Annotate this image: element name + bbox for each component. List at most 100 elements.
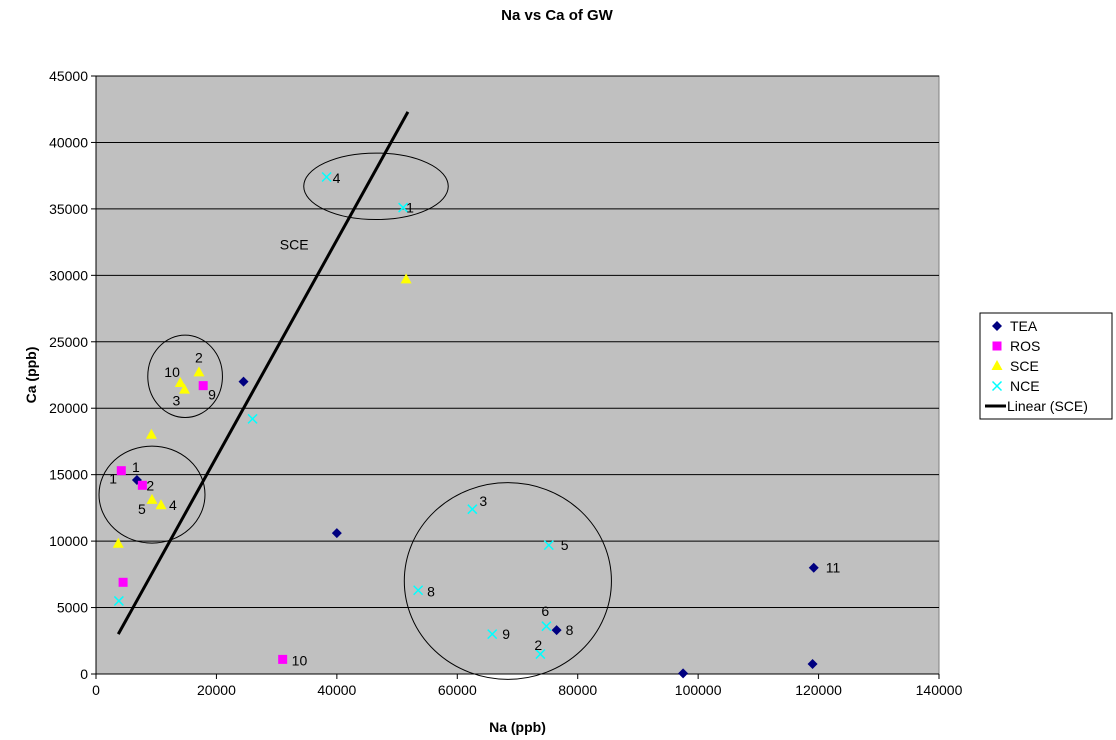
point-label: 2: [534, 637, 542, 653]
axes: [91, 75, 940, 679]
point-label: 8: [427, 583, 435, 599]
y-axis-title: Ca (ppb): [23, 347, 39, 404]
x-stroke: [247, 413, 258, 424]
ros-point: [118, 577, 128, 587]
x-stroke: [398, 202, 409, 213]
sce-point: [193, 366, 205, 377]
y-tick-label: 25000: [49, 334, 88, 350]
nce-point: [247, 413, 258, 424]
ros-point: [116, 466, 126, 476]
tea-point: [331, 528, 342, 539]
point-label: 10: [292, 652, 308, 668]
x-tick-label: 20000: [197, 682, 236, 698]
point-label: 8: [566, 622, 574, 638]
y-tick-label: 20000: [49, 400, 88, 416]
y-tick-label: 10000: [49, 533, 88, 549]
nce-point: [321, 171, 332, 183]
legend: TEA ROS SCE NCE Linear (SCE): [979, 312, 1113, 420]
x-tick-label: 60000: [438, 682, 477, 698]
x-stroke: [487, 629, 498, 640]
point-label: 4: [169, 497, 177, 513]
point-label: 6: [541, 603, 549, 619]
sce-point: [112, 537, 124, 548]
y-tick-label: 40000: [49, 134, 88, 150]
point-label: 4: [333, 170, 341, 186]
chart-title: Na vs Ca of GW: [501, 7, 614, 24]
x-tick-label: 100000: [675, 682, 722, 698]
point-label: 1: [109, 471, 117, 487]
nce-point: [543, 540, 554, 551]
point-label: 9: [208, 387, 216, 403]
ros-point: [198, 381, 208, 391]
grid-lines: [96, 75, 939, 609]
x-tick-label: 0: [92, 682, 100, 698]
trendline: SCE: [116, 111, 410, 635]
annotation-ellipses: [98, 152, 612, 680]
point-label: 2: [146, 477, 154, 493]
y-tick-label: 5000: [57, 600, 88, 616]
nce-point: [113, 595, 124, 606]
y-tick-label: 35000: [49, 201, 88, 217]
ros-point: [278, 654, 288, 664]
x-tick-label: 80000: [558, 682, 597, 698]
point-label: 11: [826, 560, 841, 576]
x-stroke: [541, 621, 552, 632]
trendline-annotation: SCE: [280, 237, 309, 253]
x-stroke: [991, 380, 1003, 392]
tea-point: [551, 625, 562, 636]
y-tick-label: 15000: [49, 467, 88, 483]
legend-label-nce: NCE: [1010, 378, 1040, 394]
x-axis-title: Na (ppb): [489, 719, 546, 735]
x-stroke: [413, 585, 424, 596]
data-points: [112, 171, 819, 679]
point-label: 1: [132, 459, 140, 475]
sce-point: [179, 383, 191, 394]
x-axis-tick-labels: 0 20000 40000 60000 80000 100000 120000 140000: [92, 682, 962, 698]
legend-marker-ros: [992, 341, 1002, 351]
y-tick-label: 0: [80, 666, 88, 682]
trendline-line: [116, 111, 410, 635]
annotation-ellipse: [303, 152, 449, 221]
tea-point: [808, 562, 819, 573]
point-label: 9: [502, 626, 510, 642]
legend-label-tea: TEA: [1010, 318, 1038, 334]
y-tick-label: 45000: [49, 68, 88, 84]
nce-point: [413, 585, 424, 596]
sce-point: [400, 273, 412, 284]
ros-point: [137, 480, 147, 490]
y-axis-tick-labels: 0 5000 10000 15000 20000 25000 30000 35000 40000…: [49, 68, 88, 682]
point-label: 5: [138, 501, 146, 517]
legend-label-sce: SCE: [1010, 358, 1039, 374]
point-label: 1: [406, 200, 414, 216]
annotation-ellipse: [147, 334, 223, 419]
nce-point: [487, 629, 498, 640]
tea-point: [678, 668, 689, 679]
tea-point: [807, 659, 818, 670]
annotation-ellipse: [98, 445, 206, 544]
nce-point: [467, 504, 478, 515]
annotation-ellipse: [403, 482, 612, 680]
sce-point: [145, 428, 157, 439]
x-tick-label: 140000: [916, 682, 963, 698]
point-label: 5: [561, 537, 569, 553]
x-tick-label: 40000: [317, 682, 356, 698]
legend-label-trendline: Linear (SCE): [1007, 398, 1088, 414]
x-stroke: [113, 595, 124, 606]
nce-point: [541, 621, 552, 632]
x-tick-label: 120000: [795, 682, 842, 698]
legend-marker-tea: [992, 321, 1002, 331]
x-stroke: [321, 171, 332, 183]
sce-point: [146, 493, 158, 504]
point-label: 2: [195, 349, 203, 365]
sce-point: [155, 499, 167, 510]
plot-area: [95, 75, 940, 675]
x-stroke: [543, 540, 554, 551]
legend-box: [979, 312, 1113, 420]
sce-point: [174, 376, 186, 387]
point-label: 3: [479, 493, 487, 509]
legend-marker-sce: [991, 360, 1003, 370]
point-label: 3: [173, 393, 181, 409]
nce-point: [398, 202, 409, 213]
